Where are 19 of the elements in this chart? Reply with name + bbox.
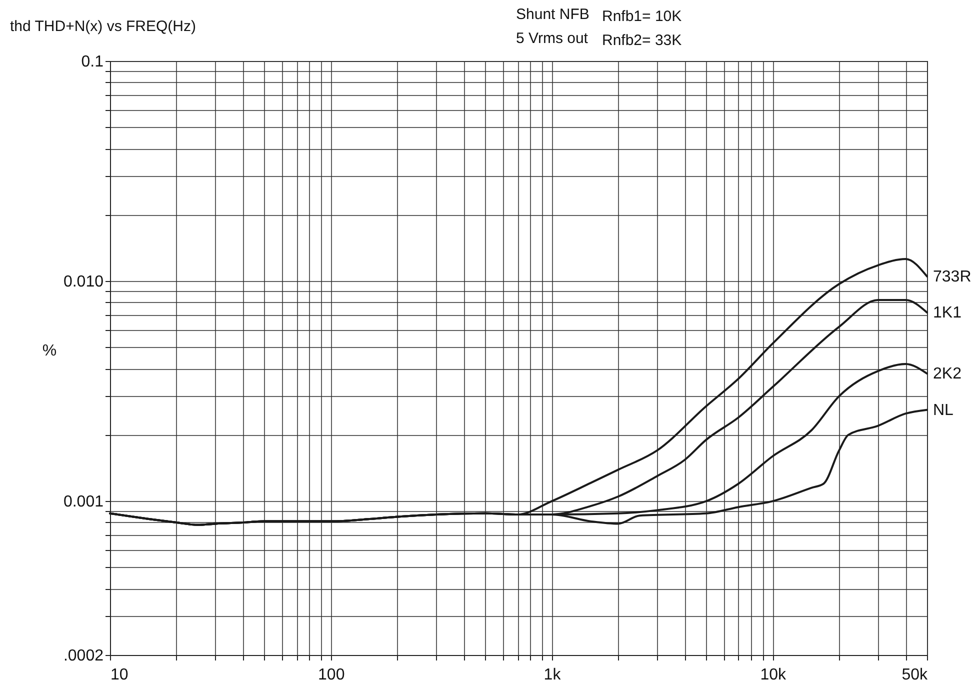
- text: Shunt NFB: [516, 6, 590, 23]
- x-tick-label: 10k: [760, 666, 788, 684]
- text: Rnfb1= 10K: [602, 8, 682, 25]
- series-label: NL: [933, 402, 954, 419]
- y-axis-title: %: [42, 342, 57, 360]
- text: 5 Vrms out: [516, 30, 588, 47]
- y-tick-label: 0.1: [81, 54, 104, 70]
- x-tick-label: 10: [110, 666, 128, 684]
- series-label: 1K1: [933, 304, 962, 322]
- y-tick-label: .0002: [63, 648, 104, 664]
- series-label: 2K2: [933, 366, 962, 383]
- chart-title: thd THD+N(x) vs FREQ(Hz): [10, 18, 196, 35]
- x-tick-label: 1k: [544, 666, 562, 684]
- y-tick-label: 0.001: [63, 494, 104, 511]
- series-label: 733R: [933, 268, 972, 286]
- text: Rnfb2= 33K: [602, 32, 682, 49]
- x-tick-label: 100: [318, 666, 345, 684]
- y-tick-label: 0.010: [63, 274, 104, 291]
- x-tick-label: 50k: [902, 666, 928, 684]
